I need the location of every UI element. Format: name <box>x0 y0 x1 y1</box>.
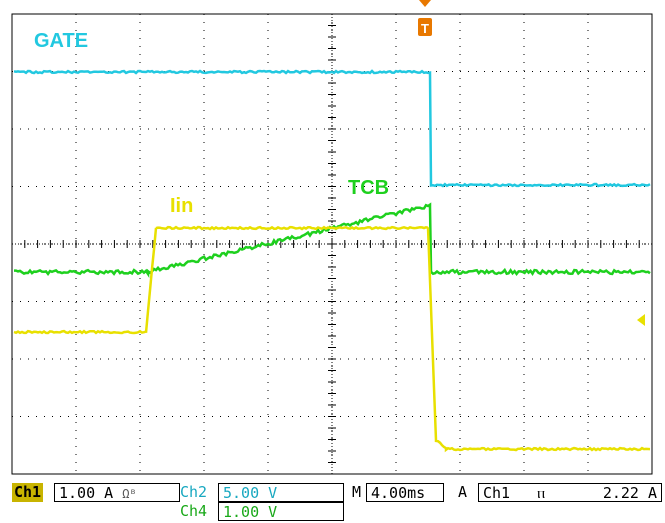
trigger-markers: T <box>418 0 645 326</box>
scope-status-bar: Ch1 1.00 A Ωᴮ Ch2 5.00 V Ch4 1.00 V M 4.… <box>0 480 665 523</box>
omega-bandwidth-icon: Ωᴮ <box>122 487 136 501</box>
trigger-T-icon: T <box>418 0 432 36</box>
ch2-scale-readout[interactable]: 5.00 V <box>218 483 344 502</box>
trigger-level-value: 2.22 A <box>603 484 657 503</box>
graticule <box>12 14 652 474</box>
trigger-readout[interactable]: Ch1 ⲡ 2.22 A <box>478 483 662 502</box>
ch1-scale-value: 1.00 A <box>59 484 113 502</box>
trigger-level-arrow-icon <box>637 314 645 326</box>
timebase-tag: M <box>352 483 361 502</box>
falling-edge-icon: ⲡ <box>537 484 545 502</box>
ch1-tag[interactable]: Ch1 <box>12 483 43 502</box>
iin-label: Iin <box>170 196 193 216</box>
timebase-readout[interactable]: 4.00ms <box>366 483 444 502</box>
ch2-tag[interactable]: Ch2 <box>180 483 207 502</box>
gate-label: GATE <box>34 31 88 51</box>
acquisition-tag: A <box>458 483 467 502</box>
svg-text:T: T <box>421 21 429 36</box>
ch1-scale-readout[interactable]: 1.00 A Ωᴮ <box>54 483 180 502</box>
ch4-scale-readout[interactable]: 1.00 V <box>218 502 344 521</box>
trigger-source: Ch1 <box>483 484 510 502</box>
oscilloscope-display: T <box>0 0 665 480</box>
ch4-tag[interactable]: Ch4 <box>180 502 207 521</box>
tcb-label: TCB <box>348 178 389 198</box>
